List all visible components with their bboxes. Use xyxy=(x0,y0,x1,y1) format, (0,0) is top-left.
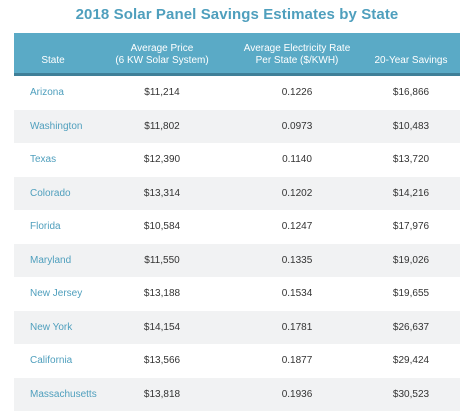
table-row: Massachusetts $13,818 0.1936 $30,523 xyxy=(14,377,460,411)
header-rate-line2: Per State ($/KWH) xyxy=(255,55,339,66)
rate-cell: 0.1202 xyxy=(281,187,313,199)
savings-table: State Average Price (6 KW Solar System) … xyxy=(14,33,460,411)
state-cell: Texas xyxy=(30,154,57,165)
table-header: State Average Price (6 KW Solar System) … xyxy=(14,33,460,76)
rate-cell: 0.1247 xyxy=(281,221,313,232)
price-cell: $11,214 xyxy=(144,87,180,98)
price-cell: $13,188 xyxy=(143,288,181,299)
state-cell: New York xyxy=(30,321,73,333)
state-cell: California xyxy=(30,355,73,366)
table-row: New Jersey $13,188 0.1534 $19,655 xyxy=(14,277,460,311)
header-rate: Average Electricity Rate Per State ($/KW… xyxy=(232,43,362,67)
rate-cell: 0.0973 xyxy=(281,120,313,132)
header-price-line1: Average Price xyxy=(130,43,194,54)
state-cell: Arizona xyxy=(30,87,64,98)
state-cell: Florida xyxy=(30,221,61,232)
header-rate-line1: Average Electricity Rate xyxy=(243,43,351,54)
savings-cell: $13,720 xyxy=(392,154,430,165)
price-cell: $10,584 xyxy=(143,221,181,232)
price-cell: $13,314 xyxy=(143,187,181,199)
rate-cell: 0.1335 xyxy=(281,254,313,266)
header-price-line2: (6 KW Solar System) xyxy=(115,55,209,66)
header-price: Average Price (6 KW Solar System) xyxy=(92,43,232,67)
price-cell: $14,154 xyxy=(143,321,181,333)
table-row: Washington $11,802 0.0973 $10,483 xyxy=(14,109,460,143)
savings-cell: $10,483 xyxy=(392,120,430,132)
state-cell: Massachusetts xyxy=(30,388,97,400)
header-state: State xyxy=(41,55,65,66)
price-cell: $13,566 xyxy=(143,355,181,366)
price-cell: $11,550 xyxy=(144,254,180,266)
rate-cell: 0.1534 xyxy=(281,288,313,299)
savings-cell: $29,424 xyxy=(392,355,430,366)
rate-cell: 0.1936 xyxy=(281,388,313,400)
state-cell: Maryland xyxy=(30,254,72,266)
table-row: Colorado $13,314 0.1202 $14,216 xyxy=(14,176,460,210)
table-row: Maryland $11,550 0.1335 $19,026 xyxy=(14,243,460,277)
table-row: New York $14,154 0.1781 $26,637 xyxy=(14,310,460,344)
page-title: 2018 Solar Panel Savings Estimates by St… xyxy=(75,6,399,23)
savings-cell: $19,026 xyxy=(392,254,430,266)
price-cell: $13,818 xyxy=(143,388,181,400)
header-savings: 20-Year Savings xyxy=(374,55,448,66)
price-cell: $11,802 xyxy=(144,120,180,132)
savings-cell: $26,637 xyxy=(392,321,430,333)
savings-cell: $16,866 xyxy=(392,87,430,98)
rate-cell: 0.1781 xyxy=(281,321,313,333)
table-row: California $13,566 0.1877 $29,424 xyxy=(14,344,460,378)
table-body: Arizona $11,214 0.1226 $16,866 Washingto… xyxy=(14,76,460,411)
state-cell: New Jersey xyxy=(30,288,83,299)
price-cell: $12,390 xyxy=(143,154,181,165)
table-row: Texas $12,390 0.1140 $13,720 xyxy=(14,143,460,177)
table-row: Florida $10,584 0.1247 $17,976 xyxy=(14,210,460,244)
savings-cell: $30,523 xyxy=(392,388,430,400)
table-row: Arizona $11,214 0.1226 $16,866 xyxy=(14,76,460,110)
savings-cell: $17,976 xyxy=(392,221,430,232)
savings-cell: $14,216 xyxy=(392,187,430,199)
state-cell: Colorado xyxy=(30,187,71,199)
rate-cell: 0.1140 xyxy=(282,154,312,165)
rate-cell: 0.1226 xyxy=(281,87,313,98)
savings-cell: $19,655 xyxy=(392,288,430,299)
rate-cell: 0.1877 xyxy=(281,355,313,366)
state-cell: Washington xyxy=(30,120,83,132)
